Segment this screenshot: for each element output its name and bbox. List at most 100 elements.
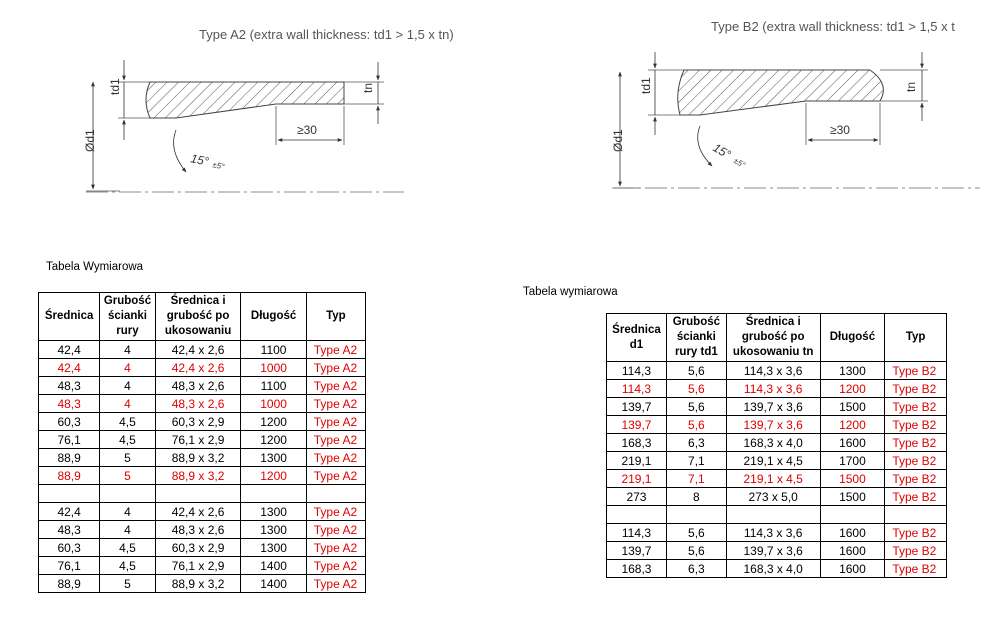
cell-diameter: 48,3 — [37, 376, 101, 395]
cell-length: 1300 — [240, 448, 307, 467]
cell-bevel-size: 168,3 x 4,0 — [725, 559, 821, 578]
cell-type: Type B2 — [884, 433, 947, 452]
table-row: 88,9 5 88,9 x 3,2 1200 Type A2 — [37, 466, 367, 485]
cell-diameter — [606, 505, 667, 524]
cell-diameter: 76,1 — [37, 430, 101, 449]
cell-bevel-size — [154, 484, 242, 503]
cell-wall-thickness — [99, 484, 156, 503]
table-b-body: 114,3 5,6 114,3 x 3,6 1300 Type B2 114,3 5,6 11… — [606, 361, 947, 578]
cell-bevel-size: 48,3 x 2,6 — [154, 376, 242, 395]
figure-a-drawing: td1 tn Ød1 ≥30 15° ±5° — [83, 60, 404, 193]
cell-type: Type A2 — [305, 574, 367, 593]
cell-bevel-size: 76,1 x 2,9 — [154, 556, 242, 575]
cell-type: Type A2 — [305, 556, 367, 575]
table-row: 168,3 6,3 168,3 x 4,0 1600 Type B2 — [606, 559, 947, 578]
table-b-header-type: Typ — [884, 313, 947, 362]
table-row: 114,3 5,6 114,3 x 3,6 1300 Type B2 — [606, 361, 947, 380]
cell-type: Type A2 — [305, 538, 367, 557]
cell-wall-thickness: 5 — [99, 466, 156, 485]
cell-type: Type A2 — [305, 376, 367, 395]
cell-wall-thickness: 5,6 — [665, 397, 727, 416]
figure-b-pipe-section — [677, 69, 884, 116]
cell-bevel-size: 139,7 x 3,6 — [725, 415, 821, 434]
cell-diameter: 219,1 — [606, 469, 667, 488]
figure-b-tolerance-label: ±5° — [732, 156, 748, 170]
header-line: grubość po — [741, 331, 805, 343]
cell-type: Type B2 — [884, 415, 947, 434]
cell-length: 1100 — [240, 376, 307, 395]
cell-bevel-size: 48,3 x 2,6 — [154, 394, 242, 413]
cell-bevel-size: 139,7 x 3,6 — [725, 541, 821, 560]
cell-length: 1600 — [819, 523, 886, 542]
figure-b-tn-label: tn — [904, 82, 918, 92]
table-row: 273 8 273 x 5,0 1500 Type B2 — [606, 487, 947, 506]
cell-length: 1100 — [240, 340, 307, 359]
table-row: 88,9 5 88,9 x 3,2 1400 Type A2 — [37, 574, 367, 593]
cell-bevel-size: 60,3 x 2,9 — [154, 412, 242, 431]
cell-bevel-size — [725, 505, 821, 524]
table-row: 76,1 4,5 76,1 x 2,9 1400 Type A2 — [37, 556, 367, 575]
table-b-header-length: Długość — [819, 313, 886, 362]
cell-bevel-size: 114,3 x 3,6 — [725, 523, 821, 542]
cell-wall-thickness: 4,5 — [99, 556, 156, 575]
figure-b-title: Type B2 (extra wall thickness: td1 > 1,5… — [711, 19, 955, 34]
figure-b-od-label: Ød1 — [611, 129, 625, 152]
cell-bevel-size: 114,3 x 3,6 — [725, 361, 821, 380]
figure-a-tolerance-label: ±5° — [212, 160, 226, 171]
table-row: 114,3 5,6 114,3 x 3,6 1200 Type B2 — [606, 379, 947, 398]
cell-bevel-size: 88,9 x 3,2 — [154, 448, 242, 467]
table-row: 114,3 5,6 114,3 x 3,6 1600 Type B2 — [606, 523, 947, 542]
cell-wall-thickness: 5,6 — [665, 379, 727, 398]
cell-wall-thickness: 4,5 — [99, 430, 156, 449]
table-spacer-row — [37, 484, 367, 503]
cell-wall-thickness: 5,6 — [665, 523, 727, 542]
figure-a-td1-label: td1 — [108, 78, 122, 95]
header-line: d1 — [629, 338, 644, 351]
header-line: rury — [116, 325, 139, 337]
cell-diameter: 114,3 — [606, 379, 667, 398]
cell-length: 1700 — [819, 451, 886, 470]
table-b-header-row: Średnica d1 Grubość ścianki rury td1 Średnica… — [606, 313, 947, 362]
cell-wall-thickness: 4 — [99, 358, 156, 377]
cell-wall-thickness: 4,5 — [99, 412, 156, 431]
cell-diameter: 168,3 — [606, 559, 667, 578]
cell-length: 1500 — [819, 397, 886, 416]
cell-type: Type B2 — [884, 469, 947, 488]
table-row: 139,7 5,6 139,7 x 3,6 1600 Type B2 — [606, 541, 947, 560]
table-b-header-diameter: Średnica d1 — [606, 313, 667, 362]
header-line: Średnica i — [745, 316, 801, 328]
cell-type: Type A2 — [305, 358, 367, 377]
table-row: 168,3 6,3 168,3 x 4,0 1600 Type B2 — [606, 433, 947, 452]
cell-diameter: 88,9 — [37, 574, 101, 593]
table-a-header-row: Średnica Grubość ścianki rury Średnica i grub… — [37, 292, 367, 341]
figure-a-pipe-section — [145, 81, 345, 119]
cell-wall-thickness: 6,3 — [665, 433, 727, 452]
figure-b-angle-label: 15° — [711, 140, 734, 161]
cell-length: 1200 — [819, 415, 886, 434]
cell-type: Type A2 — [305, 412, 367, 431]
bevel-drawings: td1 tn Ød1 ≥30 15° ±5° td1 tn Ød1 — [83, 52, 980, 193]
cell-length: 1200 — [819, 379, 886, 398]
header-line: Średnica — [612, 323, 661, 336]
cell-type: Type A2 — [305, 466, 367, 485]
cell-bevel-size: 42,4 x 2,6 — [154, 340, 242, 359]
cell-wall-thickness: 7,1 — [665, 469, 727, 488]
cell-diameter: 48,3 — [37, 394, 101, 413]
table-row: 219,1 7,1 219,1 x 4,5 1500 Type B2 — [606, 469, 947, 488]
table-b-header-wall-thickness: Grubość ścianki rury td1 — [665, 313, 727, 362]
cell-diameter: 88,9 — [37, 448, 101, 467]
cell-length: 1600 — [819, 541, 886, 560]
cell-bevel-size: 273 x 5,0 — [725, 487, 821, 506]
cell-type: Type A2 — [305, 340, 367, 359]
cell-diameter: 139,7 — [606, 397, 667, 416]
cell-wall-thickness: 4 — [99, 376, 156, 395]
dimension-table-a: Średnica Grubość ścianki rury Średnica i grub… — [37, 292, 367, 593]
cell-length: 1500 — [819, 469, 886, 488]
cell-wall-thickness: 4 — [99, 520, 156, 539]
figure-a-od-label: Ød1 — [83, 129, 97, 152]
cell-diameter: 114,3 — [606, 523, 667, 542]
cell-length: 1000 — [240, 358, 307, 377]
cell-type: Type B2 — [884, 487, 947, 506]
table-a-header-type: Typ — [305, 292, 367, 341]
cell-length: 1300 — [819, 361, 886, 380]
